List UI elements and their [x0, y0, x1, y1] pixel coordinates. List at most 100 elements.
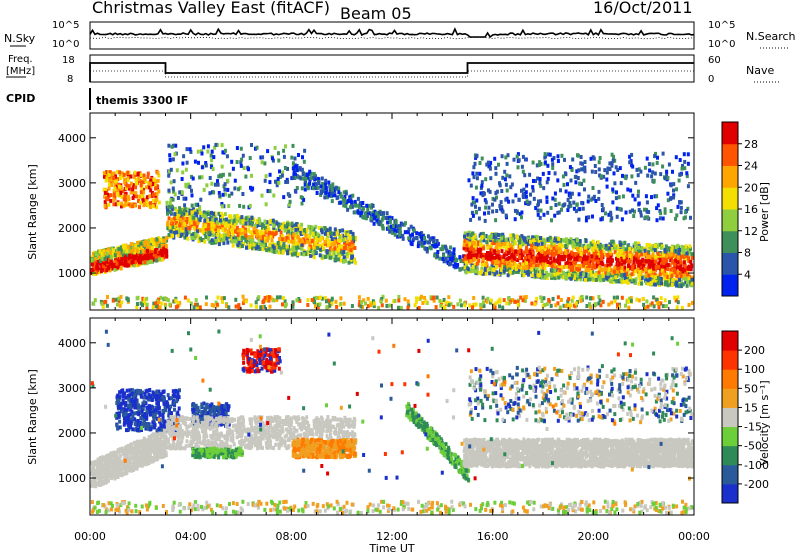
heatmap-cell	[665, 257, 669, 262]
heatmap-cell	[171, 225, 175, 230]
heatmap-cell	[323, 239, 327, 244]
heatmap-cell	[666, 283, 670, 288]
heatmap-cell	[239, 160, 243, 165]
heatmap-cell	[432, 298, 436, 303]
heatmap-cell	[497, 272, 501, 277]
heatmap-cell	[367, 203, 371, 208]
heatmap-cell	[300, 167, 304, 172]
heatmap-cell	[526, 241, 530, 246]
heatmap-cell	[644, 252, 647, 256]
heatmap-cell	[331, 182, 335, 187]
heatmap-cell	[112, 248, 115, 253]
heatmap-cell	[586, 260, 590, 265]
heatmap-cell	[648, 255, 652, 260]
heatmap-cell	[614, 275, 618, 280]
heatmap-cell	[138, 244, 142, 249]
heatmap-cell	[653, 259, 657, 264]
heatmap-cell	[145, 199, 149, 204]
heatmap-cell	[303, 182, 307, 187]
heatmap-cell	[264, 174, 268, 179]
heatmap-cell	[139, 250, 143, 255]
heatmap-cell	[137, 176, 141, 181]
heatmap-cell	[485, 299, 489, 304]
heatmap-cell	[208, 191, 212, 196]
heatmap-cell	[640, 259, 644, 264]
heatmap-cell	[310, 298, 314, 302]
heatmap-cell	[134, 172, 138, 177]
heatmap-cell	[165, 200, 169, 205]
heatmap-cell	[651, 267, 655, 272]
heatmap-cell	[222, 218, 226, 223]
heatmap-cell	[594, 278, 598, 282]
heatmap-cell	[538, 273, 542, 277]
heatmap-cell	[175, 227, 179, 232]
heatmap-cell	[481, 271, 485, 276]
heatmap-cell	[683, 251, 687, 256]
heatmap-cell	[306, 186, 310, 191]
heatmap-cell	[337, 186, 341, 191]
heatmap-cell	[263, 226, 267, 230]
heatmap-cell	[669, 267, 673, 272]
heatmap-cell	[529, 239, 532, 244]
heatmap-cell	[520, 241, 524, 246]
heatmap-cell	[527, 262, 531, 267]
heatmap-cell	[281, 170, 285, 175]
heatmap-cell	[586, 244, 590, 249]
heatmap-cell	[597, 264, 601, 269]
heatmap-cell	[123, 255, 127, 260]
heatmap-cell	[133, 260, 137, 265]
heatmap-cell	[330, 187, 334, 192]
heatmap-cell	[118, 261, 122, 266]
heatmap-cell	[148, 194, 152, 199]
heatmap-cell	[690, 255, 694, 260]
heatmap-cell	[313, 296, 316, 301]
heatmap-cell	[646, 304, 650, 309]
heatmap-cell	[449, 261, 453, 266]
heatmap-cell	[129, 249, 133, 254]
heatmap-cell	[683, 246, 687, 251]
heatmap-cell	[267, 247, 271, 252]
heatmap-cell	[189, 220, 193, 225]
heatmap-cell	[224, 192, 227, 197]
heatmap-cell	[236, 215, 240, 220]
heatmap-cell	[551, 296, 555, 301]
heatmap-cell	[204, 302, 208, 307]
heatmap-cell	[650, 301, 654, 306]
heatmap-cell	[333, 227, 337, 232]
heatmap-cell	[347, 260, 351, 265]
heatmap-cell	[268, 180, 272, 185]
heatmap-cell	[148, 181, 152, 186]
heatmap-cell	[604, 267, 608, 272]
heatmap-cell	[485, 240, 489, 245]
heatmap-cell	[158, 257, 162, 262]
heatmap-cell	[147, 203, 151, 208]
heatmap-cell	[353, 203, 357, 208]
heatmap-cell	[161, 254, 165, 259]
heatmap-cell	[415, 231, 419, 236]
heatmap-cell	[145, 296, 149, 301]
heatmap-cell	[218, 218, 222, 223]
heatmap-cell	[277, 180, 281, 185]
heatmap-cell	[104, 299, 108, 304]
heatmap-cell	[180, 190, 184, 195]
heatmap-cell	[229, 236, 233, 241]
heatmap-cell	[499, 259, 503, 264]
heatmap-cell	[464, 256, 467, 261]
heatmap-cell	[447, 295, 451, 300]
heatmap-cell	[254, 304, 258, 309]
heatmap-cell	[688, 279, 692, 284]
heatmap-cell	[193, 209, 197, 214]
heatmap-cell	[534, 267, 538, 272]
heatmap-cell	[164, 302, 167, 307]
heatmap-cell	[328, 226, 332, 231]
heatmap-cell	[511, 265, 515, 270]
heatmap-cell	[295, 298, 299, 303]
heatmap-cell	[149, 178, 153, 183]
heatmap-cell	[268, 230, 272, 235]
heatmap-cell	[637, 263, 641, 268]
heatmap-cell	[145, 305, 149, 310]
heatmap-cell	[531, 235, 535, 240]
heatmap-cell	[572, 303, 576, 308]
heatmap-cell	[339, 200, 343, 205]
heatmap-cell	[469, 233, 473, 238]
